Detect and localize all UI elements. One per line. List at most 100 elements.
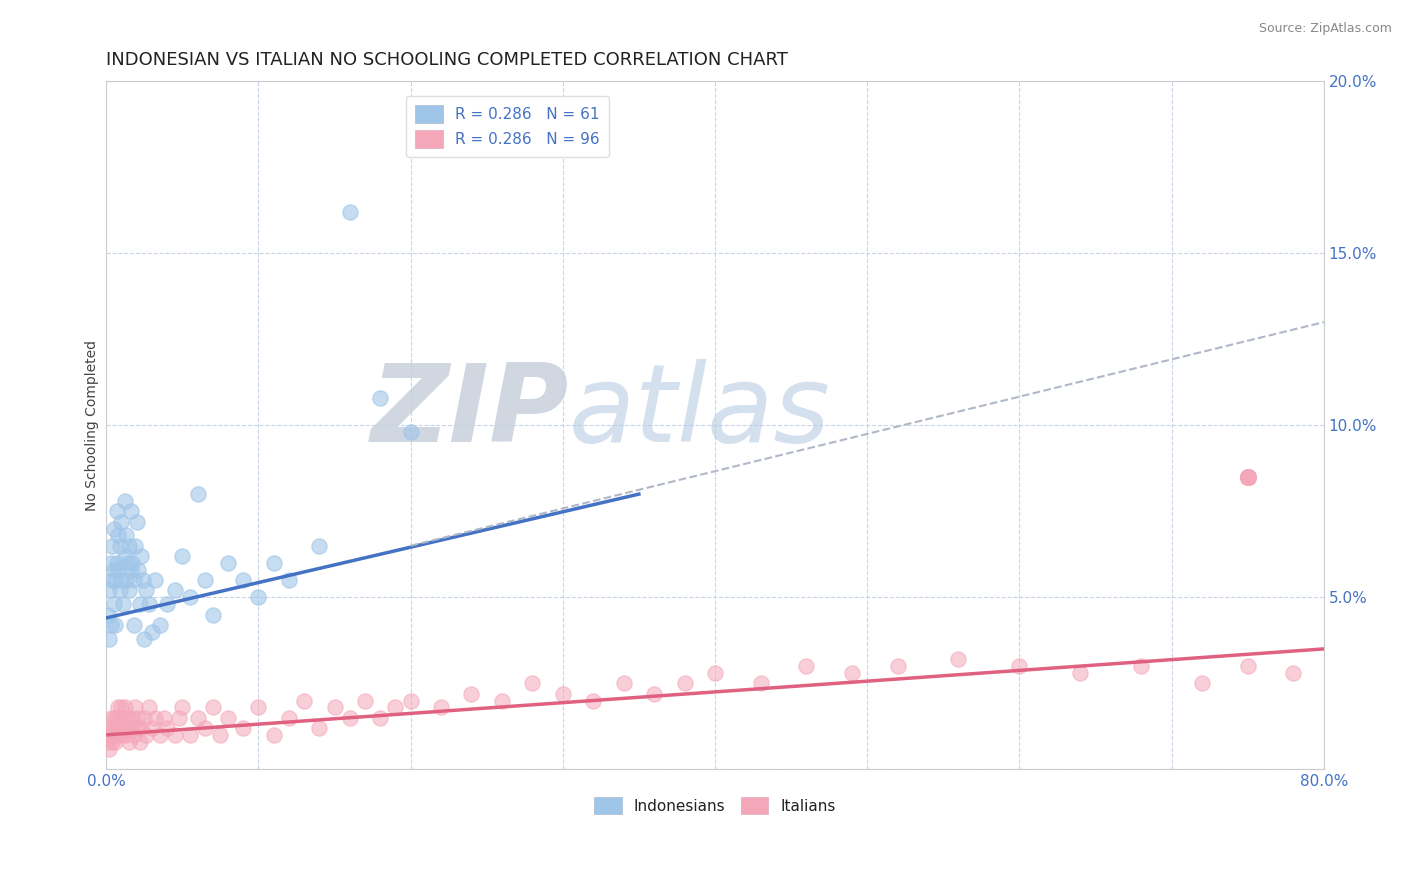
Point — [110, 700, 132, 714]
Point — [263, 728, 285, 742]
Point — [1236, 470, 1258, 484]
Point — [339, 711, 361, 725]
Point — [107, 563, 129, 577]
Point — [169, 711, 191, 725]
Point — [103, 597, 125, 611]
Point — [292, 693, 315, 707]
Point — [141, 624, 163, 639]
Point — [115, 728, 138, 742]
Point — [111, 597, 134, 611]
Point — [111, 711, 134, 725]
Point — [1236, 470, 1258, 484]
Point — [1236, 470, 1258, 484]
Point — [1236, 470, 1258, 484]
Text: ZIP: ZIP — [371, 359, 569, 465]
Point — [98, 741, 121, 756]
Point — [201, 700, 224, 714]
Point — [101, 573, 124, 587]
Point — [108, 728, 131, 742]
Point — [135, 583, 157, 598]
Point — [105, 728, 128, 742]
Point — [101, 539, 124, 553]
Point — [1130, 659, 1153, 673]
Point — [1236, 470, 1258, 484]
Point — [153, 711, 176, 725]
Point — [138, 597, 160, 611]
Point — [794, 659, 817, 673]
Point — [354, 693, 377, 707]
Point — [114, 549, 136, 563]
Point — [384, 700, 406, 714]
Point — [122, 617, 145, 632]
Point — [107, 700, 129, 714]
Point — [100, 556, 122, 570]
Point — [111, 728, 134, 742]
Point — [156, 597, 179, 611]
Point — [127, 711, 149, 725]
Point — [339, 205, 361, 219]
Point — [1008, 659, 1031, 673]
Point — [100, 711, 122, 725]
Point — [114, 721, 136, 735]
Point — [247, 700, 270, 714]
Point — [187, 487, 209, 501]
Point — [97, 735, 120, 749]
Point — [122, 573, 145, 587]
Point — [125, 515, 148, 529]
Point — [128, 597, 150, 611]
Point — [129, 721, 152, 735]
Point — [122, 728, 145, 742]
Point — [399, 425, 422, 440]
Point — [143, 573, 166, 587]
Text: atlas: atlas — [569, 359, 831, 464]
Point — [125, 721, 148, 735]
Point — [129, 549, 152, 563]
Point — [368, 711, 391, 725]
Point — [643, 687, 665, 701]
Point — [134, 632, 156, 646]
Point — [613, 676, 636, 690]
Point — [105, 504, 128, 518]
Point — [217, 556, 239, 570]
Point — [134, 711, 156, 725]
Point — [323, 700, 346, 714]
Point — [1236, 470, 1258, 484]
Point — [551, 687, 574, 701]
Point — [187, 711, 209, 725]
Point — [263, 556, 285, 570]
Point — [121, 556, 143, 570]
Point — [127, 563, 149, 577]
Point — [1282, 665, 1305, 680]
Point — [194, 573, 217, 587]
Point — [247, 591, 270, 605]
Point — [104, 617, 127, 632]
Point — [110, 721, 132, 735]
Text: INDONESIAN VS ITALIAN NO SCHOOLING COMPLETED CORRELATION CHART: INDONESIAN VS ITALIAN NO SCHOOLING COMPL… — [107, 51, 789, 69]
Point — [138, 700, 160, 714]
Point — [749, 676, 772, 690]
Point — [1236, 470, 1258, 484]
Point — [491, 693, 513, 707]
Point — [368, 391, 391, 405]
Point — [1236, 470, 1258, 484]
Point — [141, 721, 163, 735]
Point — [308, 539, 330, 553]
Point — [103, 711, 125, 725]
Point — [103, 728, 125, 742]
Point — [103, 563, 125, 577]
Point — [108, 583, 131, 598]
Point — [841, 665, 863, 680]
Point — [143, 711, 166, 725]
Point — [118, 539, 141, 553]
Point — [172, 700, 194, 714]
Point — [98, 632, 121, 646]
Point — [948, 652, 970, 666]
Point — [232, 721, 254, 735]
Point — [522, 676, 544, 690]
Point — [156, 721, 179, 735]
Point — [1191, 676, 1213, 690]
Point — [179, 728, 201, 742]
Point — [460, 687, 482, 701]
Point — [114, 494, 136, 508]
Point — [104, 721, 127, 735]
